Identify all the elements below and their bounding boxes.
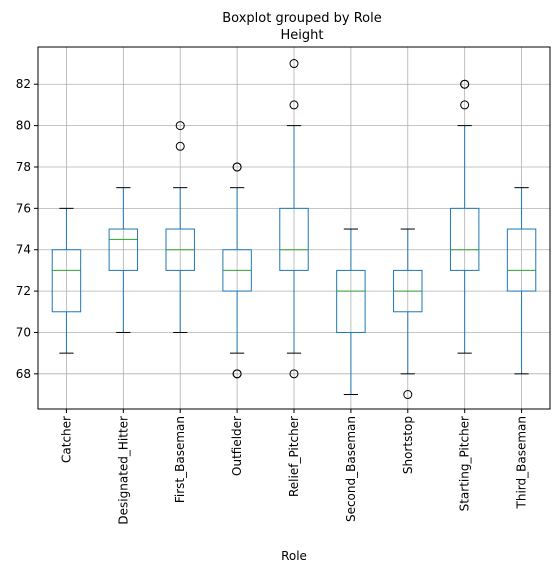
y-tick-label: 76 xyxy=(16,201,31,215)
x-tick-label: Catcher xyxy=(59,416,73,463)
x-tick-label: Starting_Pitcher xyxy=(458,416,472,511)
chart-title: Height xyxy=(281,28,324,43)
x-axis-label: Role xyxy=(281,549,307,563)
box-iqr xyxy=(449,207,480,271)
x-tick-label: Relief_Pitcher xyxy=(287,416,301,497)
box-iqr xyxy=(506,228,537,292)
outlier-point xyxy=(175,121,185,131)
outlier-point xyxy=(175,141,185,151)
x-tick-label: Designated_Hitter xyxy=(116,416,130,525)
outlier-point xyxy=(460,100,470,110)
x-tick-label: First_Baseman xyxy=(173,416,187,503)
outlier-point xyxy=(289,100,299,110)
outlier-point xyxy=(289,59,299,69)
box-iqr xyxy=(336,269,366,333)
x-tick-label: Third_Baseman xyxy=(515,416,529,509)
box-iqr xyxy=(279,207,309,271)
y-tick-label: 72 xyxy=(16,284,31,298)
outlier-point xyxy=(232,162,242,172)
y-tick-label: 82 xyxy=(16,77,31,91)
y-tick-label: 70 xyxy=(16,325,31,339)
box-layer xyxy=(51,59,537,400)
chart-suptitle: Boxplot grouped by Role xyxy=(222,11,381,26)
outlier-point xyxy=(232,369,242,379)
y-tick-label: 68 xyxy=(16,367,31,381)
axis-layer: 68 70 72 74 76 78 80 82 Catcher Designated_Hitter… xyxy=(16,77,529,524)
box-iqr xyxy=(51,249,82,313)
x-tick-label: Second_Baseman xyxy=(344,416,358,522)
y-tick-label: 78 xyxy=(16,160,31,174)
outlier-point xyxy=(289,369,299,379)
y-tick-label: 80 xyxy=(16,119,31,133)
outlier-point xyxy=(403,390,413,400)
box-iqr xyxy=(108,228,139,271)
x-tick-label: Shortstop xyxy=(401,416,415,474)
y-tick-label: 74 xyxy=(16,243,31,257)
x-tick-label: Outfielder xyxy=(230,416,244,476)
outlier-point xyxy=(460,79,470,89)
